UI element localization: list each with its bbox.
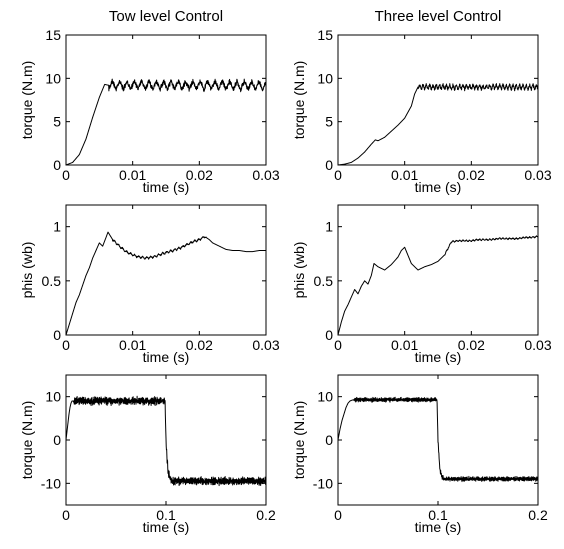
y-axis-label: torque (N.m): [291, 401, 307, 480]
y-axis-label: phis (wb): [19, 242, 35, 299]
series-line-p11-0: [65, 78, 267, 166]
x-axis-label: time (s): [415, 349, 462, 365]
y-tick-label: 10: [317, 389, 333, 405]
x-tick-label: 0.01: [391, 167, 418, 183]
axes-p11: 0 0.01 0.02 0.03 0 5 10 15 time (s) torque (N.m) T…: [19, 8, 280, 195]
y-tick-label: 10: [317, 70, 333, 86]
x-tick-label: 0.1: [428, 507, 448, 523]
y-tick-label: 1: [325, 219, 333, 235]
y-tick-label: -10: [41, 475, 61, 491]
x-tick-label: 0.02: [186, 167, 213, 183]
x-tick-label: 0.03: [524, 167, 551, 183]
chart-title: Tow level Control: [109, 8, 223, 25]
x-tick-label: 0.01: [119, 167, 146, 183]
x-axis-label: time (s): [415, 519, 462, 535]
y-tick-label: 1: [53, 219, 61, 235]
x-axis-label: time (s): [143, 349, 190, 365]
x-tick-label: 0: [334, 507, 342, 523]
y-tick-label: 15: [45, 27, 61, 43]
series-line-p21-0: [65, 231, 267, 336]
series-line-p22-0: [337, 235, 539, 336]
plot-frame: [337, 34, 539, 166]
x-tick-label: 0.1: [156, 507, 176, 523]
y-axis-label: phis (wb): [291, 242, 307, 299]
x-tick-label: 0.2: [528, 507, 548, 523]
y-tick-label: 5: [53, 114, 61, 130]
y-tick-label: 0: [53, 157, 61, 173]
x-tick-label: 0.02: [186, 337, 213, 353]
axes-p21: 0 0.01 0.02 0.03 0 0.5 1 time (s) phis (wb): [19, 204, 280, 365]
x-tick-label: 0.01: [119, 337, 146, 353]
y-axis-label: torque (N.m): [19, 61, 35, 140]
plot-frame: [65, 204, 267, 336]
x-axis-label: time (s): [143, 519, 190, 535]
y-tick-label: 0: [325, 327, 333, 343]
x-tick-label: 0.02: [458, 167, 485, 183]
x-axis-label: time (s): [143, 179, 190, 195]
x-tick-label: 0.03: [524, 337, 551, 353]
series-line-p32-0: [337, 396, 539, 483]
x-tick-label: 0: [334, 167, 342, 183]
series-line-p12-0: [337, 83, 539, 166]
y-tick-label: 0.5: [314, 273, 334, 289]
axes-p12: 0 0.01 0.02 0.03 0 5 10 15 time (s) torque (N.m) T…: [291, 8, 552, 195]
x-tick-label: 0: [62, 507, 70, 523]
x-tick-label: 0.02: [458, 337, 485, 353]
chart-title: Three level Control: [375, 8, 502, 25]
y-tick-label: 0: [53, 327, 61, 343]
x-tick-label: 0.03: [252, 167, 279, 183]
plot-frame: [337, 204, 539, 336]
x-tick-label: 0: [334, 337, 342, 353]
x-tick-label: 0.01: [391, 337, 418, 353]
axes-p22: 0 0.01 0.02 0.03 0 0.5 1 time (s) phis (wb): [291, 204, 552, 365]
y-axis-label: torque (N.m): [291, 61, 307, 140]
y-tick-label: 5: [325, 114, 333, 130]
y-axis-label: torque (N.m): [19, 401, 35, 480]
x-tick-label: 0.03: [252, 337, 279, 353]
series-line-p31-0: [65, 395, 267, 487]
x-tick-label: 0.2: [256, 507, 276, 523]
y-tick-label: 0.5: [42, 273, 62, 289]
y-tick-label: 0: [325, 432, 333, 448]
plot-frame: [65, 34, 267, 166]
y-tick-label: 0: [53, 432, 61, 448]
y-tick-label: 15: [317, 27, 333, 43]
x-tick-label: 0: [62, 167, 70, 183]
y-tick-label: 10: [45, 389, 61, 405]
x-tick-label: 0: [62, 337, 70, 353]
x-axis-label: time (s): [415, 179, 462, 195]
y-tick-label: -10: [313, 475, 333, 491]
y-tick-label: 0: [325, 157, 333, 173]
y-tick-label: 10: [45, 70, 61, 86]
